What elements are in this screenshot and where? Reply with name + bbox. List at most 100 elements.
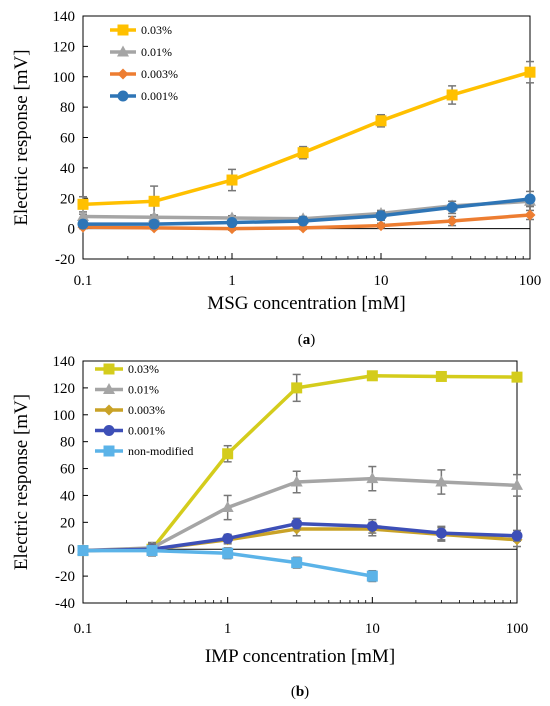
data-point (524, 209, 536, 221)
y-tick-label: -20 (55, 252, 75, 268)
data-point (291, 518, 303, 530)
y-tick-label: 0 (68, 542, 76, 558)
data-point (366, 472, 379, 484)
y-axis-label: Electric response [mV] (11, 49, 32, 225)
data-point (148, 218, 160, 230)
y-tick-label: -40 (55, 596, 75, 612)
y-tick-label: 120 (53, 39, 76, 55)
legend-label: 0.001% (128, 424, 165, 438)
legend-swatch-marker (117, 45, 129, 57)
panel-label-open: ( (298, 332, 303, 348)
chart-b: -40 -20 0 20 40 60 80 100 120 140 0.1 1 10 100 IMP con… (11, 354, 528, 700)
data-point (366, 370, 378, 382)
y-tick-label: 140 (53, 9, 76, 25)
y-tick-label: 140 (53, 354, 76, 370)
data-point (375, 210, 387, 222)
data-point (77, 198, 89, 210)
y-tick-label: 80 (60, 435, 75, 451)
legend-swatch-marker (103, 363, 115, 375)
data-point (375, 220, 387, 232)
legend-label: non-modified (128, 444, 193, 458)
series-1 (77, 60, 536, 218)
x-tick-label: 1 (228, 273, 236, 289)
legend-swatch-marker (117, 90, 129, 102)
y-tick-label: 20 (60, 191, 75, 207)
y-axis-label: Electric response [mV] (11, 394, 32, 570)
data-point (77, 209, 89, 221)
data-point (222, 547, 234, 559)
panel-label-close: ) (310, 332, 315, 348)
data-point (446, 89, 458, 101)
panel-label: (a) (298, 332, 316, 348)
data-point (77, 218, 89, 230)
data-point (297, 215, 309, 227)
x-tick-label: 0.1 (74, 273, 93, 289)
data-point (366, 520, 378, 532)
legend: 0.03% 0.01% 0.003% 0.001% non-modified (95, 362, 193, 458)
data-point (290, 475, 303, 487)
panel-label-letter: b (296, 684, 304, 700)
legend-swatch-marker (103, 425, 115, 436)
legend-label: 0.003% (128, 403, 165, 417)
series-5 (77, 544, 378, 583)
panel-label-close: ) (304, 684, 309, 700)
x-axis-label: MSG concentration [mM] (207, 293, 405, 314)
data-point (291, 382, 303, 394)
x-tick-label: 10 (365, 621, 380, 637)
legend-label: 0.001% (141, 89, 178, 103)
legend-swatch-marker (103, 404, 115, 416)
data-point (511, 530, 523, 542)
y-tick-label: 40 (60, 161, 75, 177)
data-point (435, 475, 448, 487)
data-point (222, 532, 234, 544)
y-tick-label: 100 (53, 70, 76, 86)
y-tick-label: 0 (68, 222, 76, 238)
x-axis-label: IMP concentration [mM] (205, 646, 395, 667)
legend-label: 0.03% (128, 362, 159, 376)
chart-a: -20 0 20 40 60 80 100 120 140 0.1 1 10 100 MSG concen… (11, 9, 541, 348)
data-point (511, 478, 523, 490)
data-point (435, 527, 447, 539)
legend-swatch-marker (103, 445, 115, 457)
y-tick-label: 120 (53, 381, 76, 397)
y-tick-label: 60 (60, 462, 75, 478)
y-tick-label: 60 (60, 131, 75, 147)
legend-swatch-marker (103, 383, 115, 394)
y-tick-label: 100 (53, 408, 76, 424)
data-point (446, 215, 458, 227)
x-tick-label: 100 (519, 273, 542, 289)
data-point (511, 371, 523, 383)
x-tick-label: 1 (224, 621, 232, 637)
y-tick-label: 20 (60, 515, 75, 531)
data-point (148, 210, 161, 222)
legend-label: 0.01% (128, 383, 159, 397)
y-tick-label: 80 (60, 100, 75, 116)
data-point (77, 545, 89, 557)
data-point (291, 557, 303, 569)
legend-swatch-marker (117, 24, 129, 36)
data-point (226, 174, 238, 186)
y-tick-label: -20 (55, 569, 75, 585)
legend-swatch-marker (117, 68, 129, 80)
y-tick-label: 40 (60, 488, 75, 504)
x-tick-label: 10 (374, 273, 389, 289)
data-point (222, 448, 234, 460)
panel-label-letter: a (303, 332, 311, 348)
data-point (524, 193, 536, 205)
data-point (366, 570, 378, 582)
legend-label: 0.03% (141, 23, 172, 37)
x-tick-label: 0.1 (74, 621, 93, 637)
series-line (82, 476, 518, 553)
panel-label: (b) (291, 684, 309, 700)
data-point (148, 195, 160, 207)
data-point (446, 201, 458, 213)
data-point (524, 66, 536, 78)
legend-label: 0.003% (141, 67, 178, 81)
data-point (435, 370, 447, 382)
series-4 (77, 190, 536, 230)
data-point (146, 545, 158, 557)
data-point (226, 217, 238, 229)
series-2 (77, 465, 523, 556)
data-point (297, 147, 309, 159)
